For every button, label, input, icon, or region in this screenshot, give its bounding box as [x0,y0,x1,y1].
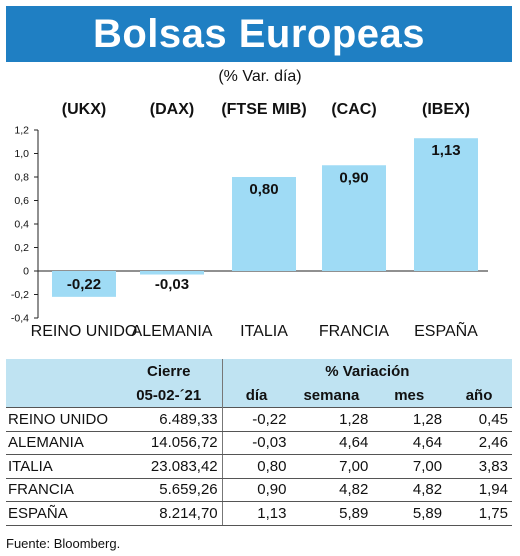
cell-dia: 1,13 [221,501,291,526]
cell-semana: 7,00 [290,454,373,479]
cell-close: 6.489,33 [115,407,223,432]
table-row: ESPAÑA 8.214,70 1,13 5,89 5,89 1,75 [6,501,512,526]
cell-semana: 1,28 [290,407,373,432]
table-row: ALEMANIA 14.056,72 -0,03 4,64 4,64 2,46 [6,431,512,455]
cell-name: REINO UNIDO [6,407,116,432]
bar-value-label: -0,03 [155,276,189,293]
bar-value-label: -0,22 [67,276,101,293]
index-code-label: (CAC) [331,101,377,118]
category-label: ALEMANIA [131,323,213,340]
bar-chart: 1,2 1,0 0,8 0,6 0,4 0,2 0 -0,2 -0,4 -0,22 -0,03 0,8… [11,125,488,325]
cell-mes: 1,28 [372,407,447,432]
cell-mes: 5,89 [372,501,447,526]
cell-close: 8.214,70 [115,501,223,526]
y-tick-label: -0,4 [11,313,29,325]
bar [322,165,386,271]
y-tick-label: 0,2 [14,242,29,254]
table-row: FRANCIA 5.659,26 0,90 4,82 4,82 1,94 [6,478,512,502]
cell-mes: 7,00 [372,454,447,479]
header-col-anio: año [446,383,512,408]
cell-dia: -0,03 [221,431,291,455]
cell-dia: -0,22 [221,407,291,432]
header-col-mes: mes [372,383,447,408]
cell-name: FRANCIA [6,478,116,502]
source-note: Fuente: Bloomberg. [6,536,121,551]
index-code-label: (FTSE MIB) [221,101,307,118]
cell-close: 23.083,42 [115,454,223,479]
bar-value-label: 0,90 [339,169,368,186]
cell-anio: 3,83 [446,454,512,479]
index-code-label: (UKX) [61,101,107,118]
chart-subtitle: (% Var. día) [218,68,302,85]
chart-title: Bolsas Europeas [92,11,426,56]
cell-name: ALEMANIA [6,431,116,455]
y-tick-label: 0,6 [14,195,29,207]
cell-anio: 2,46 [446,431,512,455]
header-col-semana: semana [290,383,373,408]
cell-dia: 0,90 [221,478,291,502]
category-label: ESPAÑA [414,323,478,340]
bar-value-label: 0,80 [249,181,278,198]
category-label: ITALIA [240,323,288,340]
bar [414,138,478,271]
cell-anio: 1,94 [446,478,512,502]
cell-dia: 0,80 [221,454,291,479]
index-table: Cierre % Variación 05-02-´21 día semana … [6,359,512,526]
y-tick-label: 0,8 [14,172,29,184]
cell-semana: 4,82 [290,478,373,502]
cell-anio: 1,75 [446,501,512,526]
y-tick-label: 0 [23,266,29,278]
category-label: FRANCIA [318,323,390,340]
y-tick-label: 1,2 [14,125,29,137]
title-banner: Bolsas Europeas [6,6,512,62]
y-tick-label: -0,2 [11,289,29,301]
header-variacion: % Variación [221,359,512,383]
header-date: 05-02-´21 [115,383,223,408]
y-tick-label: 0,4 [14,219,29,231]
cell-semana: 5,89 [290,501,373,526]
index-code-label: (IBEX) [422,101,470,118]
cell-mes: 4,82 [372,478,447,502]
cell-name: ESPAÑA [6,501,116,526]
table-corner [6,359,116,383]
header-cierre: Cierre [115,359,223,383]
cell-mes: 4,64 [372,431,447,455]
y-tick-label: 1,0 [14,148,29,160]
table-row: REINO UNIDO 6.489,33 -0,22 1,28 1,28 0,45 [6,407,512,432]
table-corner-2 [6,383,116,408]
cell-semana: 4,64 [290,431,373,455]
cell-name: ITALIA [6,454,116,479]
header-col-dia: día [221,383,291,408]
index-code-label: (DAX) [149,101,195,118]
cell-close: 14.056,72 [115,431,223,455]
bar-value-label: 1,13 [431,142,460,159]
cell-anio: 0,45 [446,407,512,432]
bar [52,271,116,297]
bar [232,177,296,271]
bar [140,271,204,275]
cell-close: 5.659,26 [115,478,223,502]
table-row: ITALIA 23.083,42 0,80 7,00 7,00 3,83 [6,454,512,479]
category-label: REINO UNIDO [30,323,138,340]
